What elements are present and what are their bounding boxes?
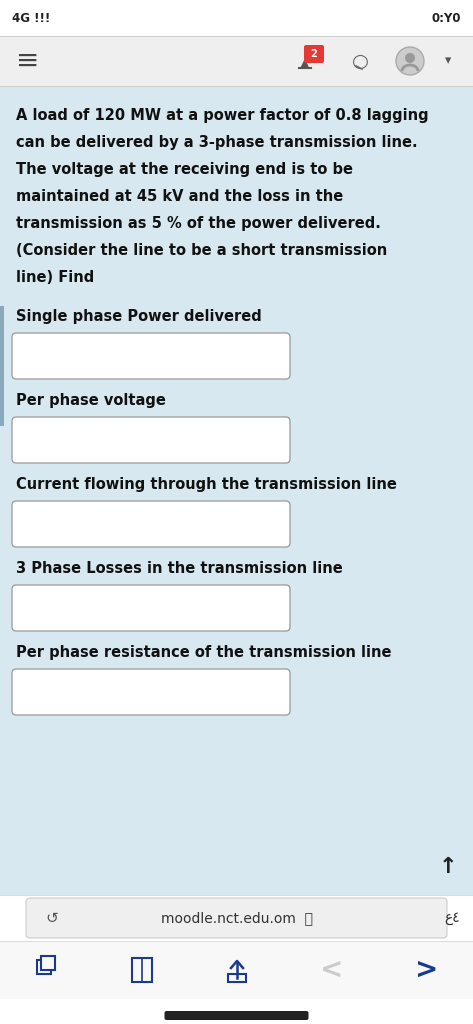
Bar xyxy=(0,36,473,86)
Text: can be delivered by a 3-phase transmission line.: can be delivered by a 3-phase transmissi… xyxy=(16,135,418,150)
Text: line) Find: line) Find xyxy=(16,270,94,285)
Bar xyxy=(132,958,152,982)
Text: Current flowing through the transmission line: Current flowing through the transmission… xyxy=(16,477,397,492)
Text: moodle.nct.edu.om  🔒: moodle.nct.edu.om 🔒 xyxy=(160,911,313,925)
Bar xyxy=(228,974,246,982)
Text: The voltage at the receiving end is to be: The voltage at the receiving end is to b… xyxy=(16,162,353,177)
FancyBboxPatch shape xyxy=(12,501,290,547)
FancyBboxPatch shape xyxy=(12,417,290,463)
Text: ≡: ≡ xyxy=(17,47,40,75)
Text: (Consider the line to be a short transmission: (Consider the line to be a short transmi… xyxy=(16,243,387,258)
Text: A load of 120 MW at a power factor of 0.8 lagging: A load of 120 MW at a power factor of 0.… xyxy=(16,108,429,123)
FancyBboxPatch shape xyxy=(41,956,55,970)
Text: ▲: ▲ xyxy=(300,56,310,70)
Text: Per phase voltage: Per phase voltage xyxy=(16,393,166,408)
Text: >: > xyxy=(415,956,438,984)
Text: transmission as 5 % of the power delivered.: transmission as 5 % of the power deliver… xyxy=(16,216,381,231)
FancyBboxPatch shape xyxy=(12,669,290,715)
Circle shape xyxy=(405,53,415,63)
Bar xyxy=(0,999,473,1024)
FancyBboxPatch shape xyxy=(304,45,324,63)
Text: ع٤: ع٤ xyxy=(444,911,460,925)
Text: maintained at 45 kV and the loss in the: maintained at 45 kV and the loss in the xyxy=(16,189,343,204)
Text: ↑: ↑ xyxy=(438,857,457,877)
Bar xyxy=(0,306,4,426)
Text: Single phase Power delivered: Single phase Power delivered xyxy=(16,309,262,324)
Text: ↺: ↺ xyxy=(45,910,58,926)
Bar xyxy=(0,895,473,941)
Text: <: < xyxy=(320,956,344,984)
Bar xyxy=(0,0,473,36)
Text: 0:Y0: 0:Y0 xyxy=(431,11,461,25)
Bar xyxy=(0,86,473,895)
Text: 4G !!!: 4G !!! xyxy=(12,11,50,25)
Text: 3 Phase Losses in the transmission line: 3 Phase Losses in the transmission line xyxy=(16,561,343,575)
FancyBboxPatch shape xyxy=(26,898,447,938)
Text: 2: 2 xyxy=(311,49,317,59)
FancyBboxPatch shape xyxy=(12,333,290,379)
Bar xyxy=(0,941,473,999)
FancyBboxPatch shape xyxy=(12,585,290,631)
Circle shape xyxy=(396,47,424,75)
Text: ○: ○ xyxy=(351,51,368,71)
FancyBboxPatch shape xyxy=(165,1011,308,1020)
Text: ▾: ▾ xyxy=(445,54,451,68)
Text: Per phase resistance of the transmission line: Per phase resistance of the transmission… xyxy=(16,645,392,660)
